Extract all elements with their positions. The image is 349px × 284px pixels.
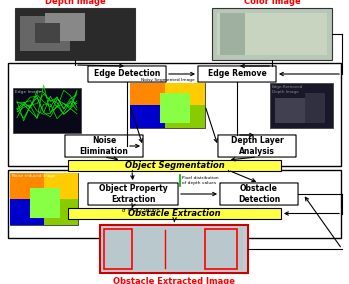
FancyBboxPatch shape	[218, 135, 296, 157]
Bar	[44, 173, 78, 199]
Text: Noisy Segmented Image: Noisy Segmented Image	[141, 78, 194, 82]
FancyBboxPatch shape	[65, 135, 143, 157]
Bar	[100, 225, 248, 273]
Bar	[105, 228, 243, 270]
Bar	[205, 229, 237, 269]
Text: σ = 2.236068: σ = 2.236068	[122, 208, 160, 213]
FancyBboxPatch shape	[220, 183, 298, 205]
Text: Object Property
Extraction: Object Property Extraction	[99, 184, 168, 204]
Bar	[220, 13, 245, 55]
Text: Edge Image: Edge Image	[15, 90, 41, 94]
Bar	[270, 83, 333, 128]
Bar	[10, 173, 78, 225]
Text: Depth Image: Depth Image	[45, 0, 105, 6]
Bar	[165, 83, 205, 105]
Bar	[15, 8, 135, 60]
Text: Obstacle Extraction: Obstacle Extraction	[128, 209, 221, 218]
Text: Pixel distribution
of depth values: Pixel distribution of depth values	[182, 176, 218, 185]
Bar	[212, 8, 332, 60]
Text: Edge Remove: Edge Remove	[208, 70, 266, 78]
Text: Noise reduced image: Noise reduced image	[12, 174, 55, 178]
Text: Object Segmentation: Object Segmentation	[125, 161, 224, 170]
Text: Depth Layer
Analysis: Depth Layer Analysis	[231, 136, 283, 156]
Bar	[130, 83, 165, 105]
Text: Noise
Elimination: Noise Elimination	[80, 136, 128, 156]
FancyBboxPatch shape	[198, 66, 276, 82]
FancyBboxPatch shape	[88, 66, 166, 82]
Bar	[217, 13, 327, 55]
Bar	[165, 105, 205, 128]
Text: Color Image: Color Image	[244, 0, 300, 6]
Bar	[104, 229, 132, 269]
Bar	[35, 23, 60, 43]
Bar	[10, 173, 44, 199]
Bar	[68, 160, 281, 171]
Bar	[8, 170, 341, 238]
Bar	[160, 93, 190, 123]
Bar	[20, 16, 70, 51]
Bar	[130, 105, 165, 128]
Bar	[10, 199, 44, 225]
Bar	[8, 63, 341, 166]
FancyBboxPatch shape	[88, 183, 178, 205]
Bar	[68, 208, 281, 219]
Bar	[130, 83, 205, 128]
Bar	[305, 93, 325, 123]
Bar	[45, 13, 85, 41]
Bar	[30, 188, 60, 218]
Text: Obstacle
Detection: Obstacle Detection	[238, 184, 280, 204]
Bar	[44, 199, 78, 225]
Bar	[13, 88, 81, 133]
Text: Obstacle Extracted Image: Obstacle Extracted Image	[113, 277, 235, 284]
Text: Edge-Removed
Depth Image: Edge-Removed Depth Image	[272, 85, 303, 94]
Text: Edge Detection: Edge Detection	[94, 70, 160, 78]
Bar	[275, 98, 305, 123]
